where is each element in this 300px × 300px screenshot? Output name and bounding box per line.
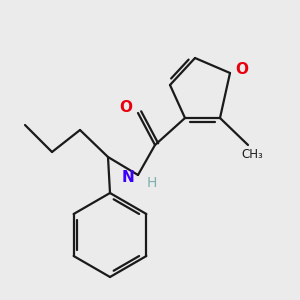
- Text: CH₃: CH₃: [241, 148, 263, 161]
- Text: N: N: [122, 169, 134, 184]
- Text: H: H: [147, 176, 157, 190]
- Text: O: O: [119, 100, 133, 116]
- Text: O: O: [236, 62, 248, 77]
